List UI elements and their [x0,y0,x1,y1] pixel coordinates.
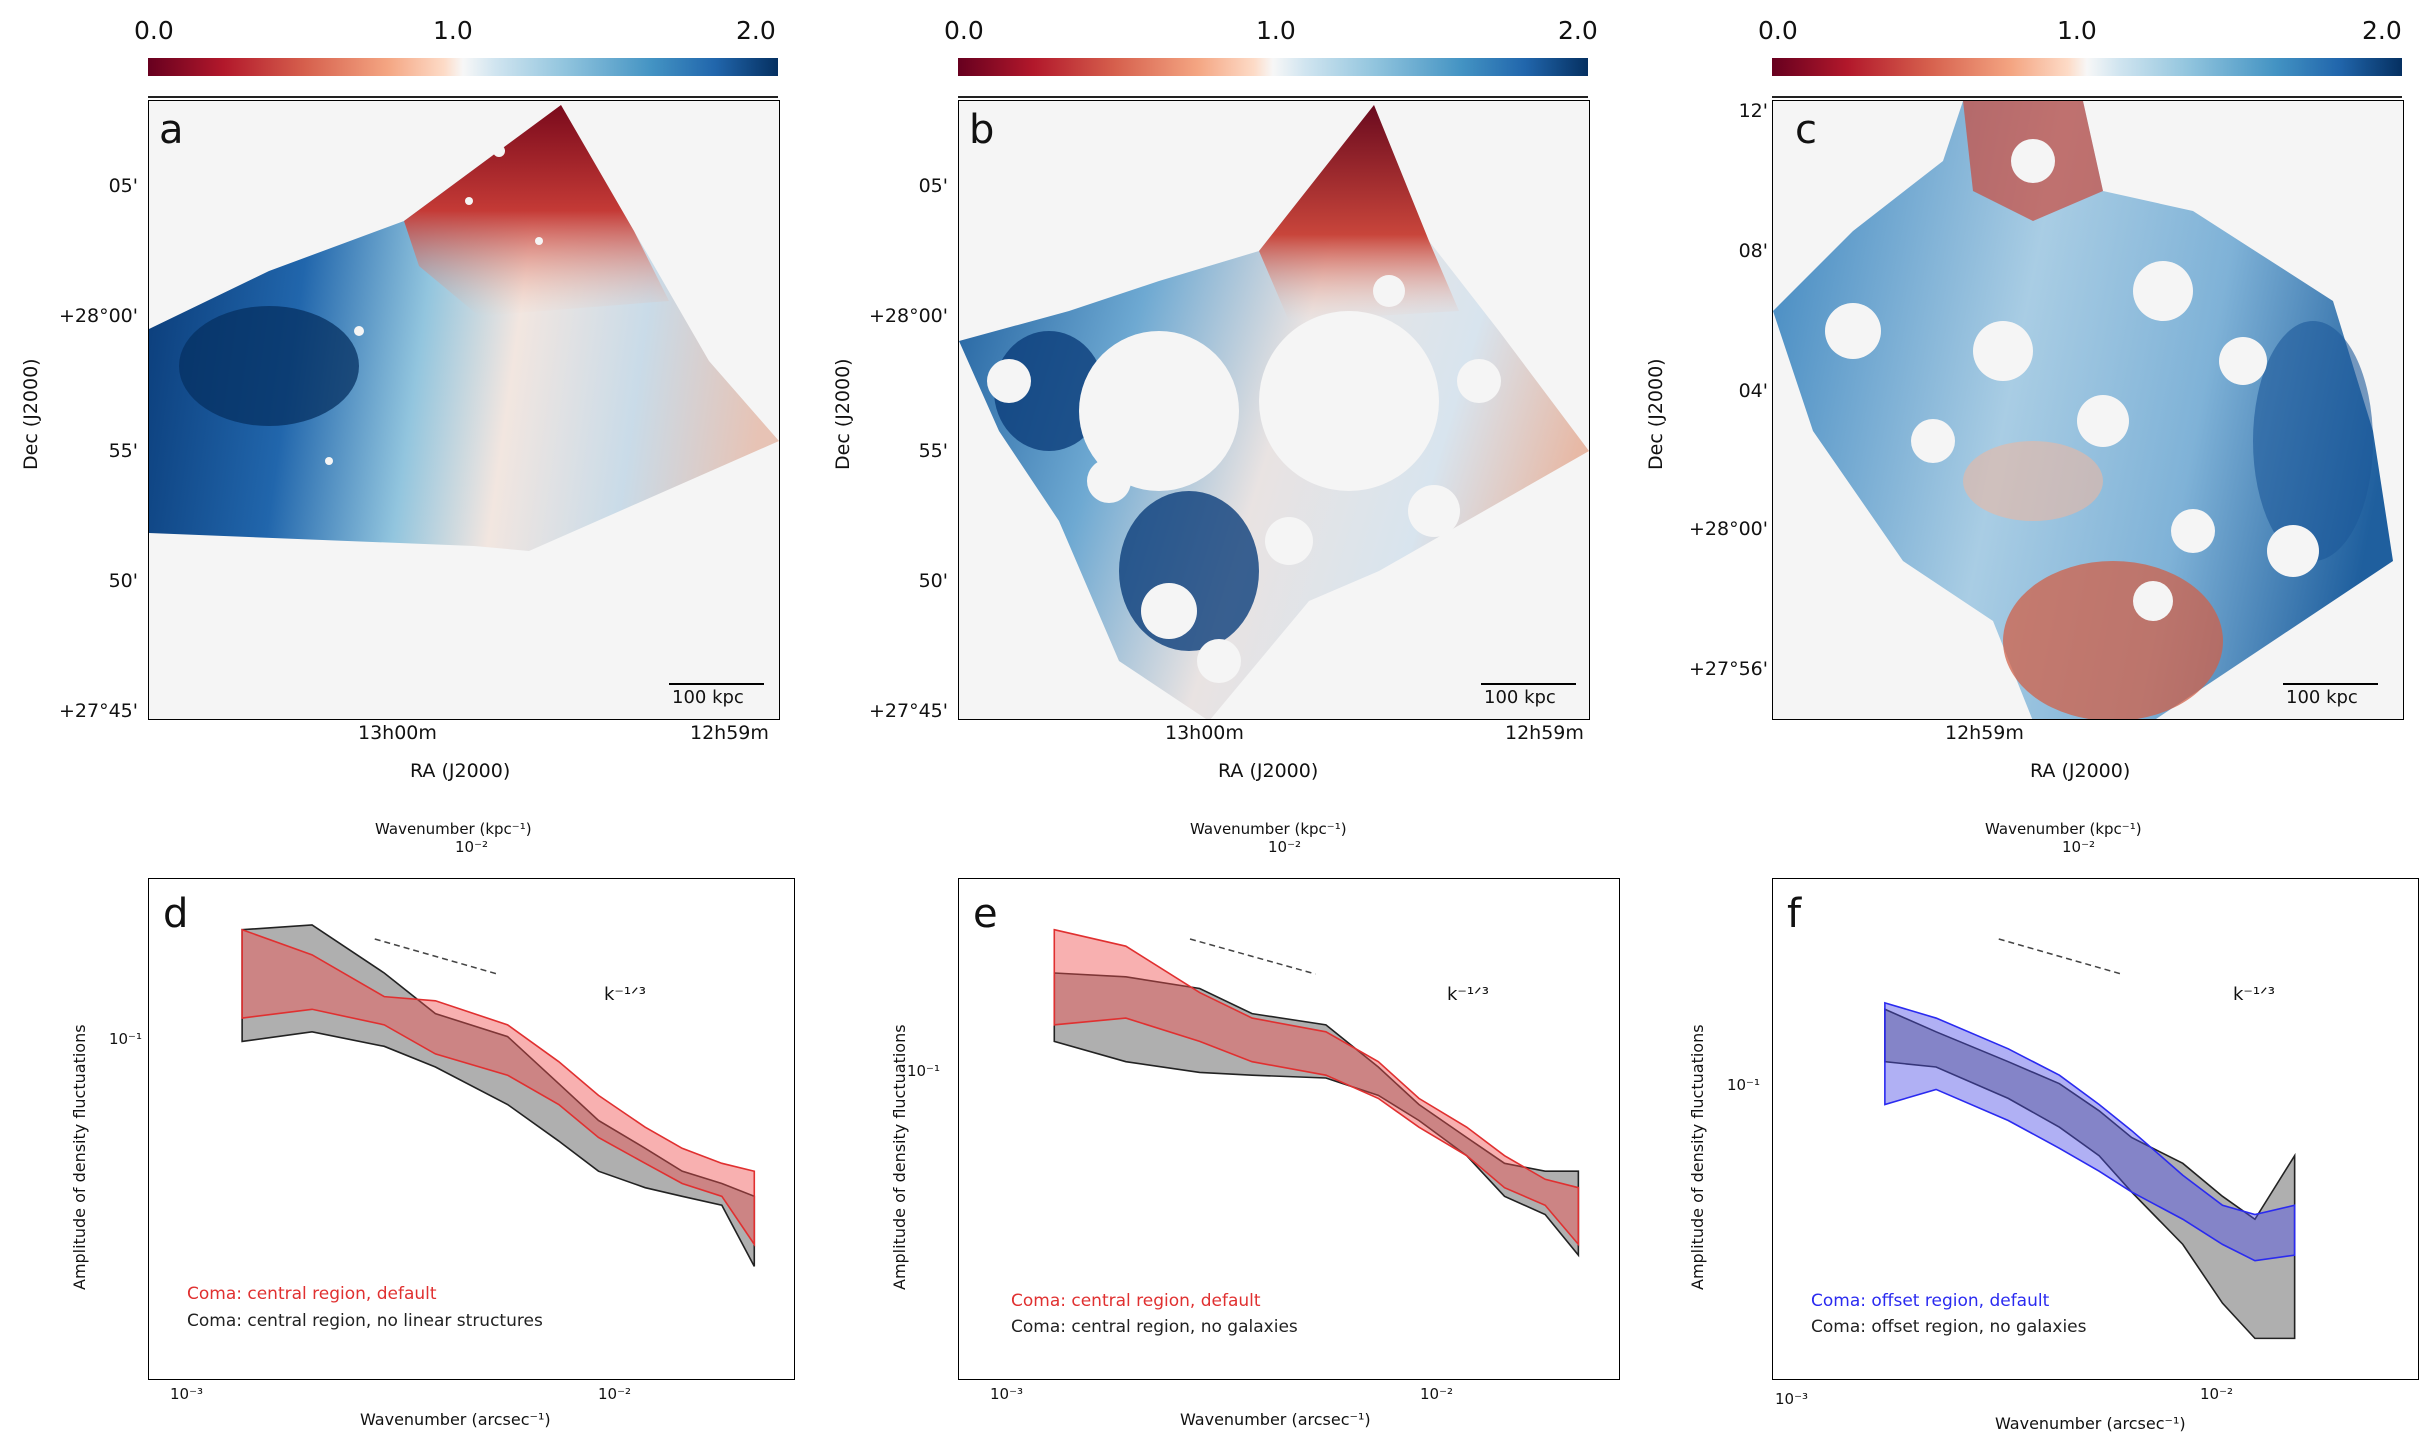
ytick-b-3: 50' [918,570,948,592]
top-xlabel-d: Wavenumber (kpc⁻¹) [375,820,532,838]
xtick-d-1: 10⁻² [598,1385,632,1403]
ylabel-e: Amplitude of density fluctuations [890,1024,909,1290]
scale-bar-label: 100 kpc [2286,687,2358,708]
scale-bar [669,683,764,685]
slope-label: k⁻¹ᐟ³ [1447,984,1489,1005]
ylabel-b: Dec (J2000) [832,358,854,470]
legend-entry-variant: Coma: central region, no galaxies [1011,1317,1298,1337]
xtick-b-1: 12h59m [1505,722,1584,744]
ytick-a-0: 05' [108,175,138,197]
band-variant [1053,972,1580,1258]
plot-panel-f: f k⁻¹ᐟ³ Coma: offset region, default Com… [1772,878,2419,1380]
ytick-a-4: +27°45' [59,700,138,722]
scale-bar-label: 100 kpc [672,687,744,708]
plot-canvas-f [1884,938,2296,1340]
colorbar-a: 0.0 1.0 2.0 [134,16,778,108]
ytick-c-4: +27°56' [1689,658,1768,680]
panel-label-e: e [973,891,998,937]
colorbar-c: 0.0 1.0 2.0 [1758,16,2402,108]
legend-entry-variant: Coma: central region, no linear structur… [187,1311,543,1331]
slope-guide-line [374,938,498,975]
xlabel-a: RA (J2000) [410,760,511,782]
band-default [1884,1001,2296,1262]
ytick-e: 10⁻¹ [906,1062,940,1080]
ytick-f: 10⁻¹ [1726,1076,1760,1094]
xtick-f-0: 10⁻³ [1775,1390,1809,1408]
panel-label-c: c [1795,107,1817,153]
map-panel-c: c 100 kpc [1772,100,2404,720]
scale-bar [2283,683,2378,685]
ylabel-f: Amplitude of density fluctuations [1688,1024,1707,1290]
xtick-e-0: 10⁻³ [990,1385,1024,1403]
slope-label: k⁻¹ᐟ³ [2233,984,2275,1005]
top-xlabel-f: Wavenumber (kpc⁻¹) [1985,820,2142,838]
colorbar-tick-mid: 1.0 [433,16,473,45]
xtick-f-1: 10⁻² [2200,1385,2234,1403]
legend-entry-default: Coma: central region, default [187,1284,437,1304]
colorbar-tick-max: 2.0 [736,16,776,45]
plot-panel-d: d k⁻¹ᐟ³ Coma: central region, default Co… [148,878,795,1380]
ytick-b-1: +28°00' [869,305,948,327]
band-default [1053,928,1580,1247]
colorbar-tick-mid: 1.0 [1256,16,1296,45]
plot-canvas-e [1053,928,1580,1258]
ytick-b-2: 55' [918,440,948,462]
slope-label: k⁻¹ᐟ³ [604,984,646,1005]
top-xlabel-e: Wavenumber (kpc⁻¹) [1190,820,1347,838]
colorbar-tick-min: 0.0 [944,16,984,45]
colorbar-tick-min: 0.0 [1758,16,1798,45]
ylabel-c: Dec (J2000) [1645,358,1667,470]
xtick-c-0: 12h59m [1945,722,2024,744]
colorbar-tick-max: 2.0 [2362,16,2402,45]
panel-label-d: d [163,891,189,937]
ylabel-d: Amplitude of density fluctuations [70,1024,89,1290]
ytick-a-3: 50' [108,570,138,592]
legend-entry-variant: Coma: offset region, no galaxies [1811,1317,2087,1337]
map-panel-a: a 100 kpc [148,100,780,720]
scale-bar-label: 100 kpc [1484,687,1556,708]
panel-label-a: a [159,107,184,153]
colorbar-tick-min: 0.0 [134,16,174,45]
top-xtick-e: 10⁻² [1268,838,1302,856]
xtick-b-0: 13h00m [1165,722,1244,744]
colorbar-b: 0.0 1.0 2.0 [944,16,1598,108]
panel-label-b: b [969,107,995,153]
ytick-c-3: +28°00' [1689,518,1768,540]
xtick-d-0: 10⁻³ [170,1385,204,1403]
band-variant [241,924,756,1267]
colorbar-tick-max: 2.0 [1558,16,1598,45]
ytick-a-2: 55' [108,440,138,462]
xtick-a-1: 12h59m [690,722,769,744]
xlabel-e: Wavenumber (arcsec⁻¹) [1180,1410,1371,1429]
ytick-c-2: 04' [1738,380,1768,402]
ytick-d: 10⁻¹ [108,1030,142,1048]
xlabel-f: Wavenumber (arcsec⁻¹) [1995,1414,2186,1433]
ytick-c-1: 08' [1738,240,1768,262]
plot-panel-e: e k⁻¹ᐟ³ Coma: central region, default Co… [958,878,1620,1380]
xlabel-d: Wavenumber (arcsec⁻¹) [360,1410,551,1429]
plot-canvas-d [241,924,756,1267]
xlabel-b: RA (J2000) [1218,760,1319,782]
band-default [241,928,756,1247]
ytick-b-4: +27°45' [869,700,948,722]
band-variant [1884,1008,2296,1340]
slope-guide-line [1189,938,1316,975]
map-panel-b: b 100 kpc [958,100,1590,720]
legend-entry-default: Coma: central region, default [1011,1291,1261,1311]
xtick-e-1: 10⁻² [1420,1385,1454,1403]
ytick-a-1: +28°00' [59,305,138,327]
ytick-b-0: 05' [918,175,948,197]
scale-bar [1481,683,1576,685]
top-xtick-d: 10⁻² [455,838,489,856]
xlabel-c: RA (J2000) [2030,760,2131,782]
top-xtick-f: 10⁻² [2062,838,2096,856]
slope-guide-line [1998,938,2122,975]
xtick-a-0: 13h00m [358,722,437,744]
legend-entry-default: Coma: offset region, default [1811,1291,2050,1311]
colorbar-tick-mid: 1.0 [2057,16,2097,45]
ylabel-a: Dec (J2000) [20,358,42,470]
ytick-c-0: 12' [1738,100,1768,122]
panel-label-f: f [1787,891,1802,937]
